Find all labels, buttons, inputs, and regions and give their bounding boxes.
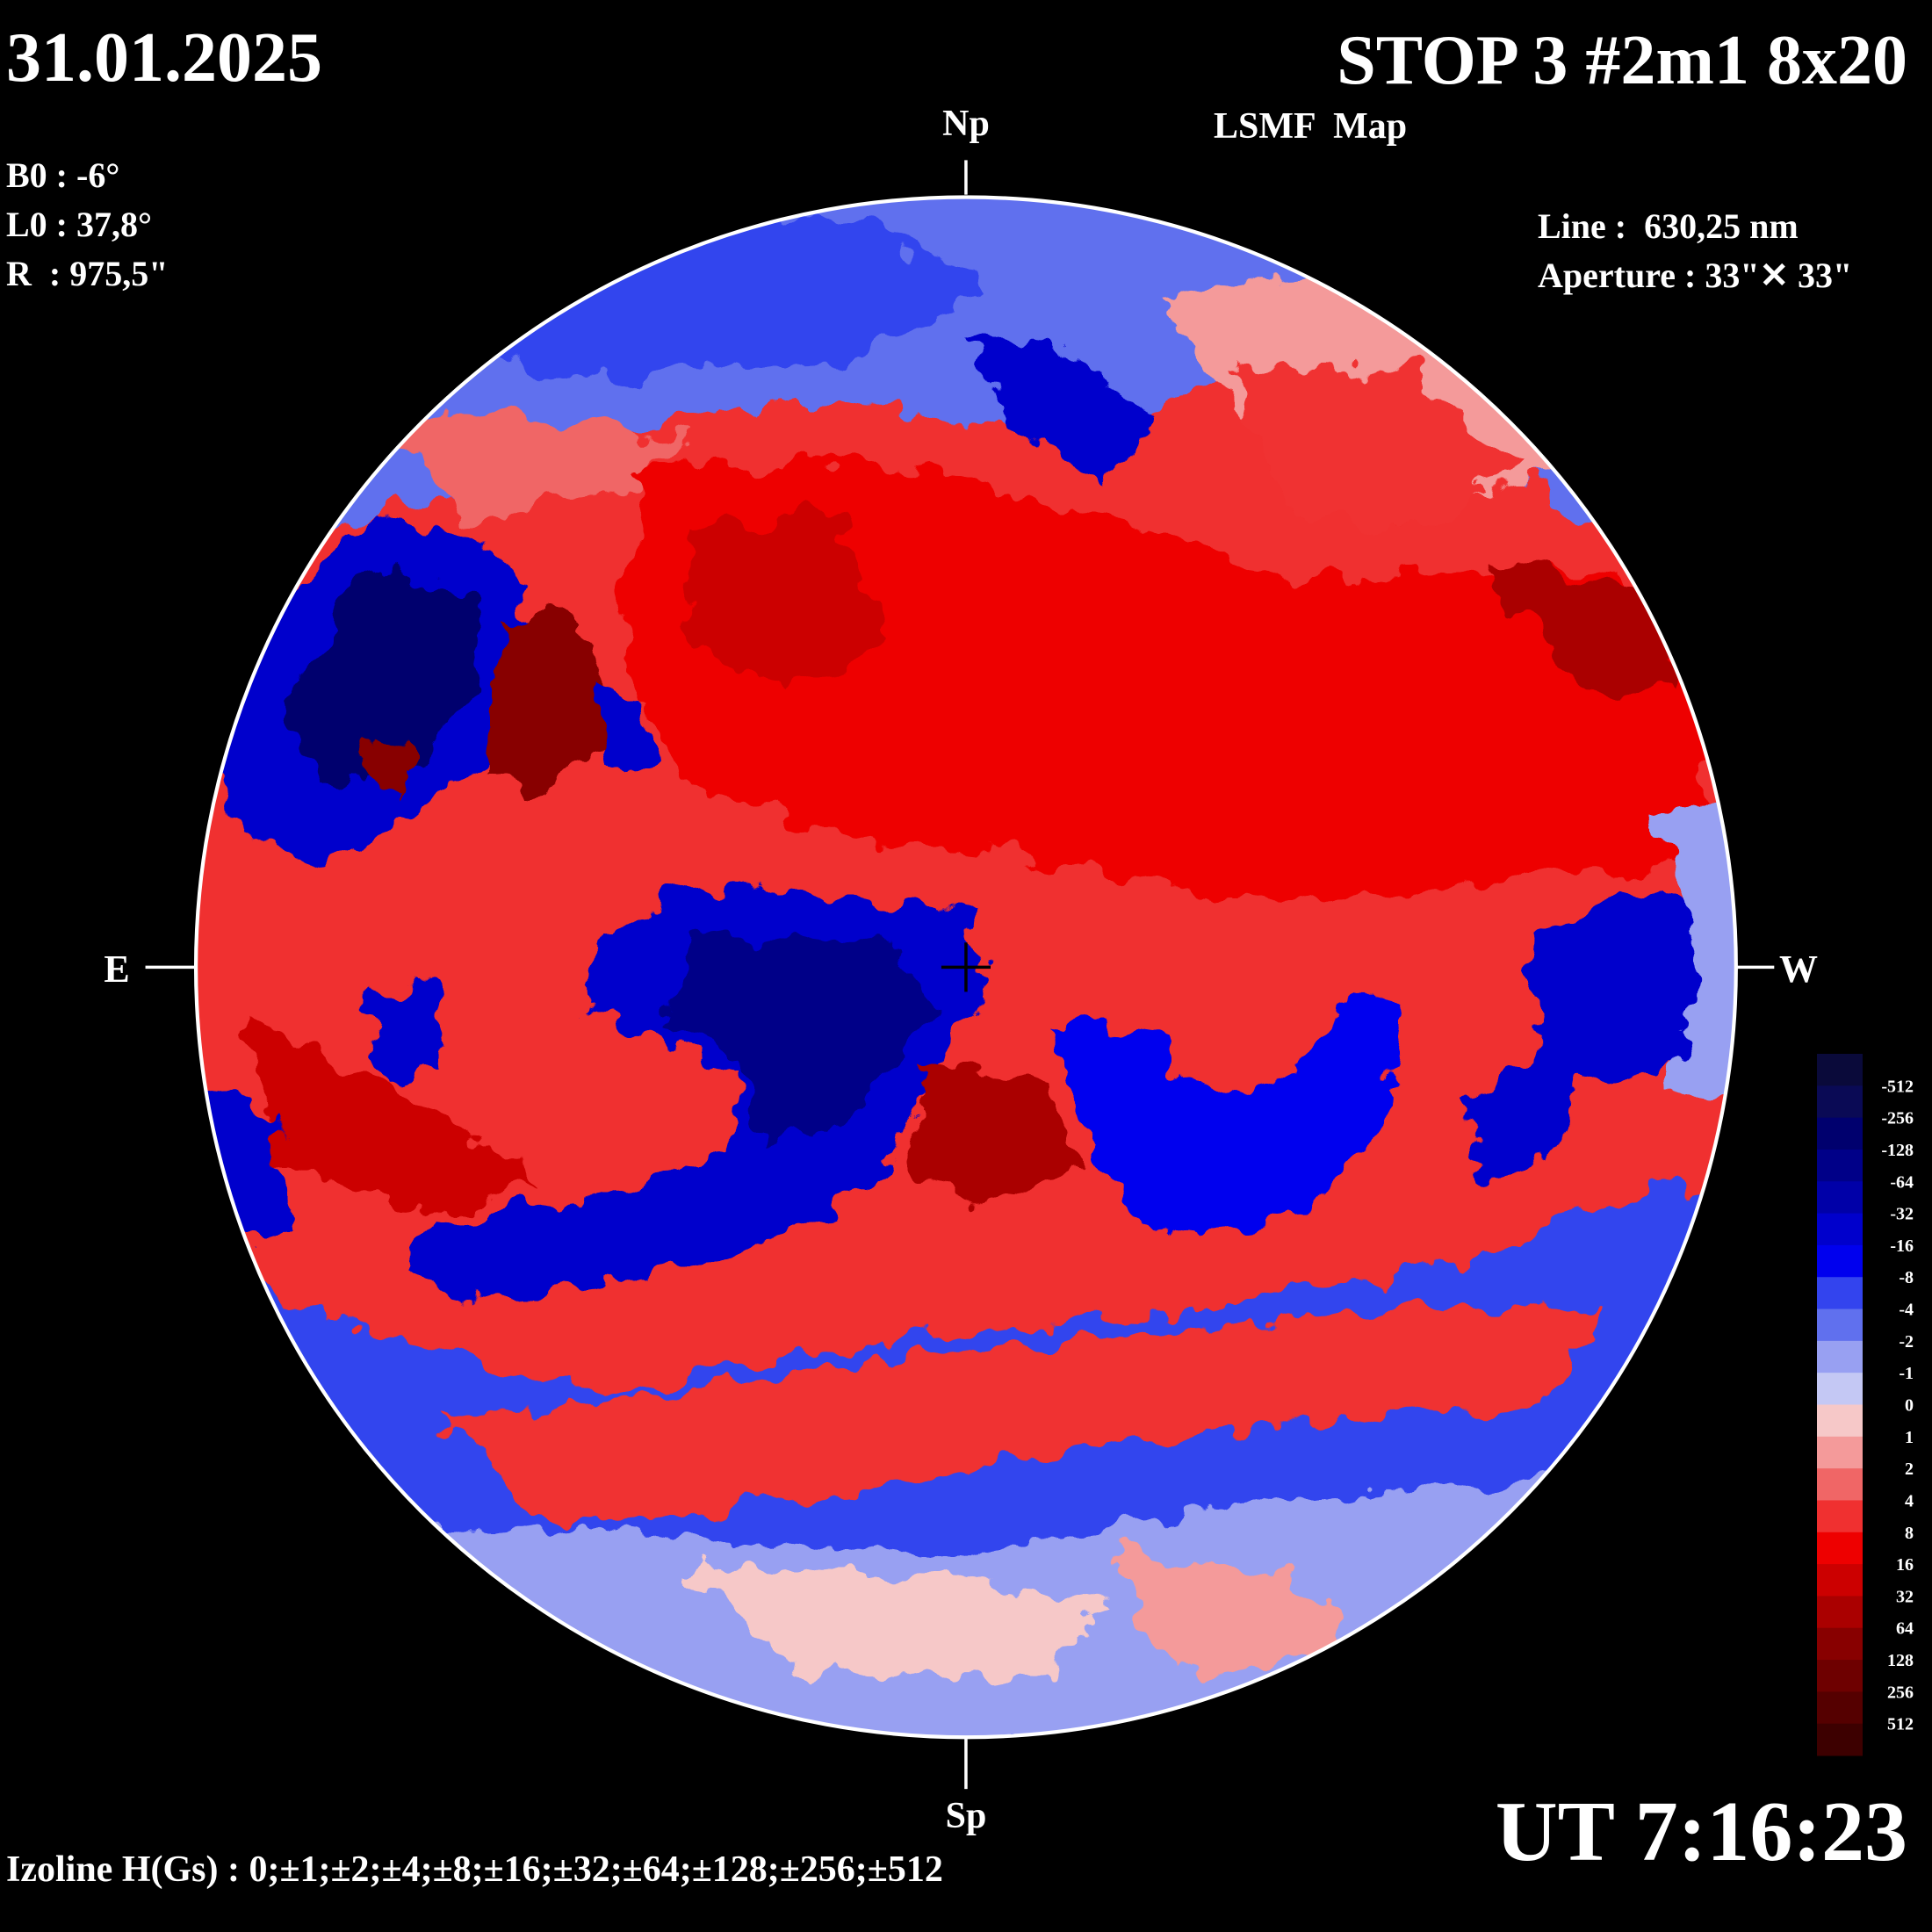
title: STOP 3 #2m1 8x20 [1337,22,1907,99]
legend-label: 64 [1896,1619,1914,1639]
legend-swatch [1817,1596,1863,1629]
legend-label: 4 [1905,1491,1914,1510]
legend-label: -4 [1899,1301,1914,1320]
legend-swatch [1817,1532,1863,1565]
legend-label: 32 [1896,1587,1914,1606]
legend-swatch [1817,1627,1863,1661]
legend-label: -1 [1899,1364,1914,1383]
legend-label: -256 [1881,1109,1914,1128]
legend-label: 128 [1887,1651,1914,1670]
legend-swatch [1817,1213,1863,1246]
isolines: Izoline H(Gs) : 0;±1;±2;±4;±8;±16;±32;±6… [6,1849,943,1890]
legend-label: 8 [1905,1524,1914,1543]
legend-swatch [1817,1244,1863,1278]
legend-label: -2 [1899,1332,1914,1352]
legend-label: -8 [1899,1268,1914,1287]
time: UT 7:16:23 [1496,1784,1907,1879]
param: B0 : -6° [6,155,119,195]
subtitle: LSMF Map [1214,106,1407,147]
legend-label: 16 [1896,1555,1914,1575]
legend-label: -512 [1881,1077,1914,1096]
compass-ticks [145,160,1775,1790]
legend-label: -16 [1890,1236,1914,1256]
legend-swatch [1817,1436,1863,1469]
legend-swatch [1817,1085,1863,1119]
legend-swatch [1817,1117,1863,1150]
north-label: Np [942,104,990,144]
legend-swatch [1817,1054,1863,1086]
legend-swatch [1817,1723,1863,1756]
legend-label: -128 [1881,1141,1914,1160]
legend-swatch [1817,1404,1863,1438]
date: 31.01.2025 [6,19,322,97]
legend-label: 0 [1905,1396,1914,1416]
legend-swatch [1817,1277,1863,1310]
legend-swatch [1817,1340,1863,1373]
legend-swatch [1817,1500,1863,1533]
legend-swatch [1817,1181,1863,1215]
legend-swatch [1817,1468,1863,1501]
legend-label: 1 [1905,1428,1914,1447]
aperture-info: Aperture : 33"✕ 33" [1538,256,1852,295]
legend-swatch [1817,1660,1863,1692]
line-info: Line : 630,25 nm [1538,206,1799,246]
param: R : 975,5" [6,254,168,293]
legend-label: 2 [1905,1460,1914,1479]
legend: -512 -256 -128 -64 -32 -16 -8 -4 -2 -1 0 1 2 4 8 16 32 64… [1817,1054,1914,1756]
param: L0 : 37,8° [6,205,152,244]
legend-label: 256 [1887,1683,1914,1702]
south-label: Sp [946,1796,987,1836]
legend-swatch [1817,1691,1863,1725]
east-label: E [104,948,129,991]
legend-swatch [1817,1149,1863,1182]
magnetogram [145,160,1775,1790]
legend-swatch [1817,1373,1863,1405]
legend-swatch [1817,1308,1863,1342]
legend-label: 512 [1887,1715,1914,1734]
legend-label: -32 [1890,1205,1914,1224]
legend-label: -64 [1890,1172,1914,1192]
legend-swatch [1817,1564,1863,1597]
west-label: W [1779,948,1818,991]
